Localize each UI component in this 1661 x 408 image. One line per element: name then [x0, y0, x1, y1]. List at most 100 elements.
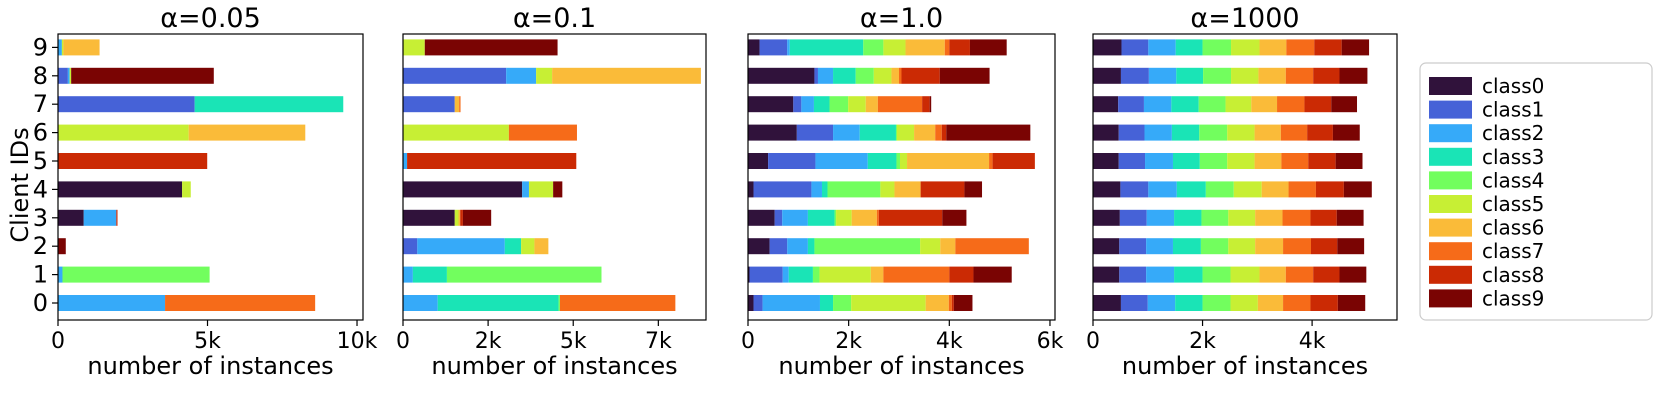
bar-client3-class9 — [1336, 209, 1364, 226]
axes-frame — [57, 33, 364, 321]
bar-client9-class2 — [1148, 39, 1176, 56]
bar-client7-class6 — [454, 96, 460, 113]
bar-client3-class4 — [1201, 209, 1229, 226]
bar-client3-class5 — [1228, 209, 1256, 226]
bar-client9-class0 — [748, 39, 760, 56]
axes-frame — [402, 33, 707, 321]
bar-client8-class4 — [1203, 67, 1232, 84]
bar-client1-class3 — [788, 266, 813, 283]
x-tick-label: 0 — [396, 329, 410, 354]
bar-client2-class9 — [1337, 238, 1365, 255]
bar-client1-class8 — [949, 266, 974, 283]
bar-client9-class5 — [1231, 39, 1260, 56]
bar-client1-class9 — [1339, 266, 1367, 283]
bar-client6-class5 — [1227, 124, 1255, 141]
bar-client8-class2 — [506, 67, 537, 84]
bar-client8-class1 — [814, 67, 818, 84]
bar-client3-class7 — [876, 209, 879, 226]
y-tick-label: 7 — [33, 90, 48, 118]
bar-client7-class4 — [829, 96, 849, 113]
bar-client4-class1 — [753, 181, 812, 198]
bar-client9-class2 — [787, 39, 790, 56]
legend-swatch-class7 — [1429, 242, 1472, 261]
bar-client3-class2 — [83, 209, 117, 226]
y-axis-label: Client IDs — [6, 127, 34, 242]
bar-client5-class7 — [1281, 153, 1309, 169]
bar-client3-class0 — [58, 209, 84, 226]
bar-client4-class9 — [553, 181, 563, 198]
bar-client1-class1 — [1119, 266, 1147, 283]
panel-title: α=1.0 — [860, 3, 943, 34]
bar-client6-class0 — [748, 124, 797, 141]
bar-client1-class3 — [1174, 266, 1203, 283]
bar-client9-class8 — [949, 39, 970, 56]
legend-swatch-class6 — [1429, 218, 1472, 237]
bar-client4-class2 — [522, 181, 529, 198]
panel-2: α=1.0 0 2k 4k 6k number of instances — [741, 3, 1064, 380]
bar-client0-class6 — [1257, 295, 1284, 311]
bar-client2-class7 — [1283, 238, 1312, 255]
bar-client5-class8 — [407, 153, 577, 169]
bar-client9-class5 — [403, 39, 425, 56]
bar-client5-class5 — [899, 153, 908, 169]
x-tick-label: 5k — [194, 329, 221, 354]
legend-label-class0: class0 — [1482, 74, 1544, 98]
legend-swatch-class2 — [1429, 124, 1472, 143]
bar-client3-class4 — [834, 209, 837, 226]
legend-swatch-class4 — [1429, 171, 1472, 190]
x-tick-label: 2k — [475, 329, 502, 354]
bar-client5-class5 — [1227, 153, 1255, 169]
bar-client9-class6 — [1259, 39, 1287, 56]
bar-client7-class0 — [1093, 96, 1119, 113]
bar-client0-class9 — [1337, 295, 1366, 311]
bar-client1-class4 — [446, 266, 602, 283]
bar-client6-class6 — [188, 124, 306, 141]
bar-client0-class3 — [1175, 295, 1203, 311]
bar-client1-class4 — [1202, 266, 1231, 283]
bar-client8-class5 — [873, 67, 892, 84]
bar-client9-class2 — [58, 39, 62, 56]
bar-client3-class7 — [1282, 209, 1311, 226]
bar-client7-class5 — [1225, 96, 1252, 113]
bar-client5-class0 — [748, 153, 769, 169]
bar-client4-class5 — [1233, 181, 1262, 198]
bar-client8-class5 — [1231, 67, 1259, 84]
bar-client5-class6 — [1254, 153, 1282, 169]
bar-client0-class2 — [762, 295, 820, 311]
panel-title: α=1000 — [1190, 3, 1299, 34]
bar-client0-class0 — [1093, 295, 1121, 311]
x-tick-label: 7k — [645, 329, 672, 354]
bar-client6-class6 — [914, 124, 936, 141]
bar-client0-class7 — [948, 295, 952, 311]
bar-client1-class2 — [58, 266, 63, 283]
x-tick-label: 6k — [1037, 329, 1064, 354]
bar-client5-class8 — [1308, 153, 1336, 169]
bar-client8-class2 — [1148, 67, 1177, 84]
bar-client2-class7 — [955, 238, 1029, 255]
bar-client0-class4 — [1202, 295, 1231, 311]
bar-client3-class6 — [1255, 209, 1283, 226]
bar-client0-class3 — [437, 295, 559, 311]
bar-client2-class1 — [1119, 238, 1147, 255]
bar-client3-class0 — [1093, 209, 1120, 226]
bar-client3-class3 — [807, 209, 835, 226]
bar-client7-class1 — [403, 96, 455, 113]
bar-client2-class2 — [417, 238, 505, 255]
bar-client3-class0 — [403, 209, 455, 226]
legend-label-class3: class3 — [1482, 145, 1544, 169]
bar-client8-class5 — [536, 67, 553, 84]
bar-client3-class2 — [1146, 209, 1175, 226]
bar-client0-class2 — [58, 295, 166, 311]
bar-client1-class3 — [412, 266, 447, 283]
bar-client0-class6 — [925, 295, 949, 311]
bar-client7-class9 — [1331, 96, 1358, 113]
bar-client5-class3 — [867, 153, 897, 169]
legend-label-class8: class8 — [1482, 263, 1544, 287]
bar-client0-class2 — [1147, 295, 1176, 311]
bar-client7-class7 — [459, 96, 461, 113]
bar-client4-class2 — [811, 181, 822, 198]
bar-client6-class4 — [895, 124, 897, 141]
bar-client5-class2 — [815, 153, 868, 169]
bar-client8-class0 — [748, 67, 815, 84]
